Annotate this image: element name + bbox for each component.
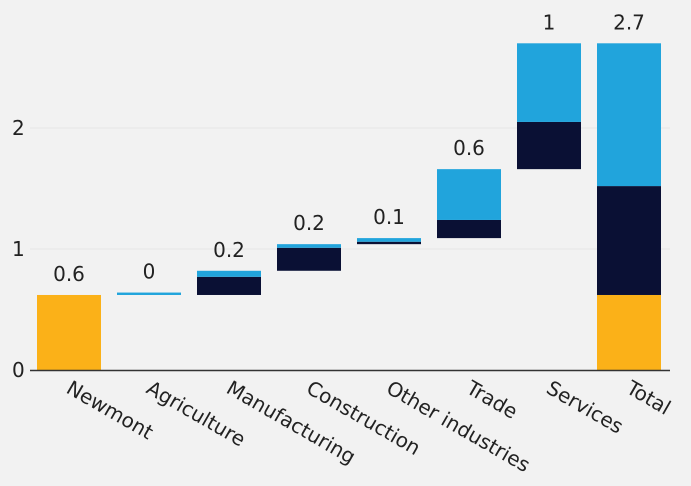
data-label: 0.6 — [453, 136, 485, 160]
bar-group — [117, 292, 181, 295]
bar-group — [277, 244, 341, 271]
bar-segment-dark — [357, 241, 421, 245]
bar-segment-dark — [517, 121, 581, 170]
data-label: 1 — [543, 10, 556, 34]
bars — [37, 43, 661, 370]
bar-segment-dark — [197, 276, 261, 295]
bar-segment-dark — [597, 186, 661, 295]
data-labels: 0.6 0 0.2 0.2 0.1 0.6 1 2.7 — [53, 10, 645, 286]
bar-segment-base — [597, 294, 661, 370]
bar-group — [197, 270, 261, 295]
bar-group — [437, 169, 501, 239]
bar-segment-light — [437, 169, 501, 220]
bar-segment-light — [197, 270, 261, 277]
bar-group — [597, 43, 661, 370]
category-label: Total — [622, 375, 675, 420]
y-axis-tick-labels: 0 1 2 — [12, 116, 25, 382]
bar-segment-light — [277, 244, 341, 248]
bar-segment-light — [357, 238, 421, 242]
data-label: 2.7 — [613, 10, 645, 34]
category-label: Trade — [462, 375, 522, 424]
bar-group — [37, 294, 101, 370]
bar-segment-base — [37, 294, 101, 370]
data-label: 0.6 — [53, 262, 85, 286]
data-label: 0.2 — [293, 211, 325, 235]
data-label: 0.2 — [213, 238, 245, 262]
bar-segment-dark — [277, 247, 341, 271]
bar-segment-light — [517, 43, 581, 122]
category-labels: NewmontAgricultureManufacturingConstruct… — [63, 375, 675, 477]
bar-group — [517, 43, 581, 170]
bar-segment-dark — [437, 219, 501, 239]
y-tick-label: 2 — [12, 116, 25, 140]
category-label: Newmont — [63, 376, 158, 445]
category-label: Services — [543, 376, 628, 439]
data-label: 0.1 — [373, 205, 405, 229]
category-label: Other industries — [383, 376, 535, 478]
bar-group — [357, 238, 421, 245]
data-label: 0 — [143, 260, 156, 284]
bar-segment-light — [117, 292, 181, 295]
y-tick-label: 0 — [12, 358, 25, 382]
y-tick-label: 1 — [12, 237, 25, 261]
bar-segment-light — [597, 43, 661, 187]
